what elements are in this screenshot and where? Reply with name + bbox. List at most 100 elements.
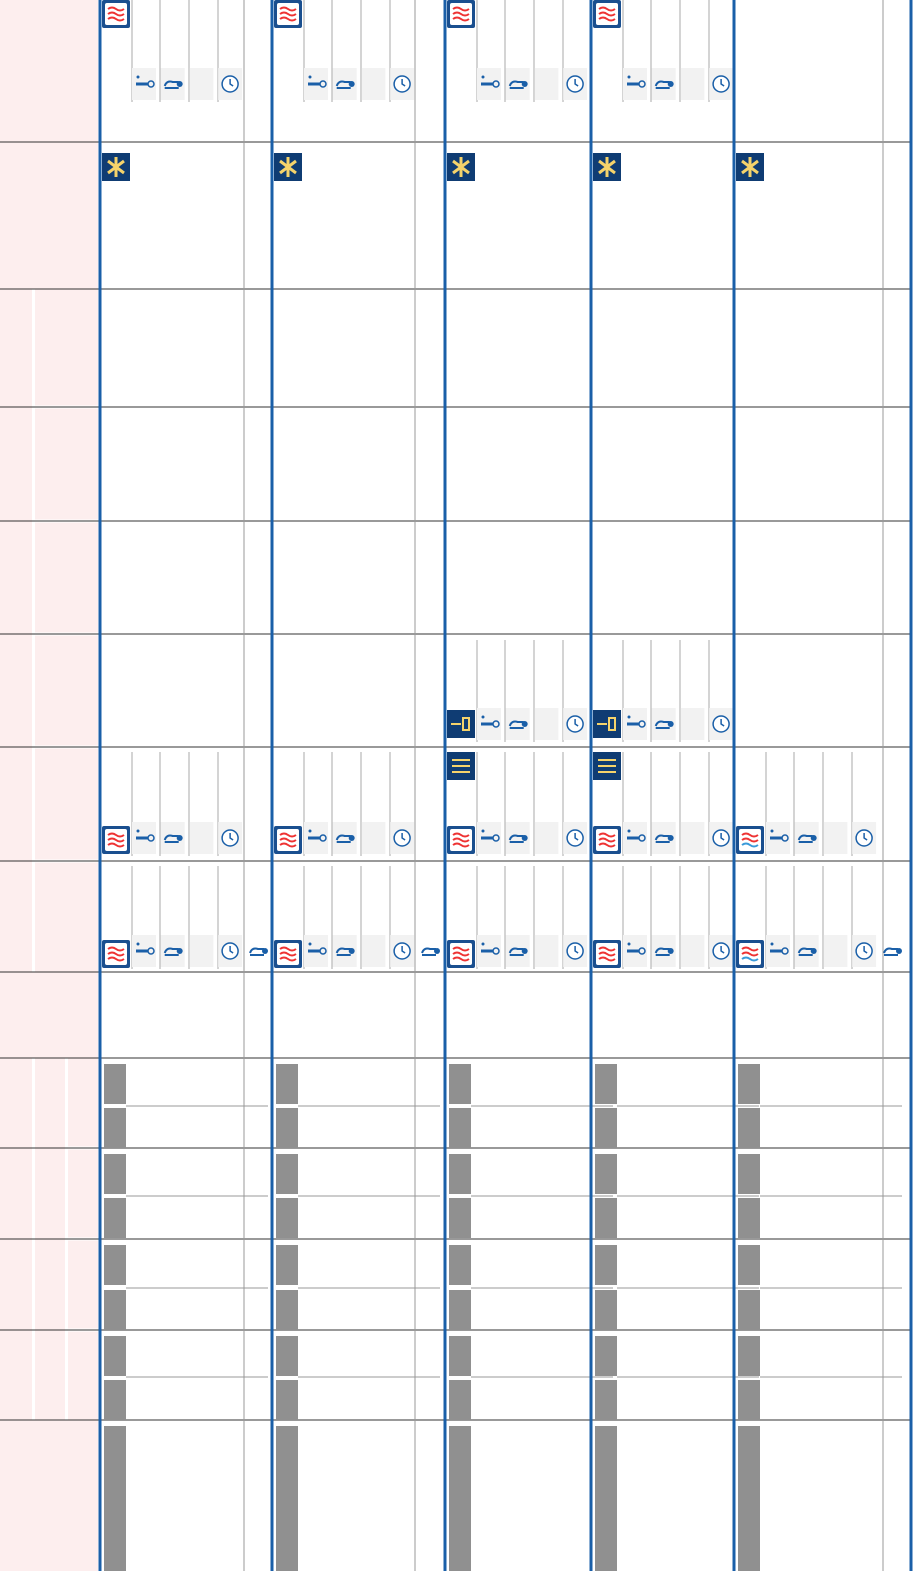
heat2-icon[interactable]	[593, 0, 621, 28]
icon-dot	[136, 75, 140, 79]
clock-icon[interactable]	[221, 829, 239, 847]
star-icon[interactable]	[102, 153, 130, 181]
cell-bg	[534, 68, 559, 100]
plug-icon[interactable]	[335, 947, 355, 956]
heat2-icon[interactable]	[447, 0, 475, 28]
cell-bg	[680, 822, 705, 854]
plug-icon[interactable]	[508, 80, 528, 89]
clock-icon[interactable]	[393, 942, 411, 960]
clock-icon[interactable]	[566, 829, 584, 847]
cell-bg	[361, 68, 386, 100]
clock-icon[interactable]	[712, 942, 730, 960]
thermo-icon[interactable]	[770, 829, 789, 842]
plug-icon[interactable]	[654, 720, 674, 729]
plug-icon[interactable]	[654, 947, 674, 956]
filter-icon[interactable]	[447, 752, 475, 780]
thermo-icon[interactable]	[136, 829, 155, 842]
plug-icon[interactable]	[163, 80, 183, 89]
plug-icon[interactable]	[421, 947, 440, 956]
heat2-icon[interactable]	[447, 826, 475, 854]
icon-glyph	[249, 947, 264, 956]
heat2-icon[interactable]	[102, 0, 130, 28]
clock-icon[interactable]	[221, 75, 239, 93]
plug-icon[interactable]	[654, 80, 674, 89]
clock-icon[interactable]	[855, 942, 873, 960]
icon-wave	[107, 837, 125, 843]
icon-wave	[279, 832, 297, 838]
icon-bulb	[638, 80, 646, 88]
thermo-icon[interactable]	[481, 942, 500, 955]
cell-bg	[823, 935, 848, 967]
thermo-icon[interactable]	[308, 75, 327, 88]
plugy-icon[interactable]	[447, 710, 475, 738]
heat-icon[interactable]	[736, 826, 764, 854]
clock-icon[interactable]	[221, 942, 239, 960]
cell-bg	[534, 708, 559, 740]
icon-glyph	[452, 157, 470, 177]
thermo-icon[interactable]	[136, 942, 155, 955]
plug-icon[interactable]	[883, 947, 902, 956]
star-icon[interactable]	[447, 153, 475, 181]
icon-wave	[107, 842, 125, 848]
clock-icon[interactable]	[712, 715, 730, 733]
icon-hand	[720, 946, 725, 954]
icon-dot	[667, 948, 674, 954]
plug-icon[interactable]	[654, 834, 674, 843]
thermo-icon[interactable]	[481, 715, 500, 728]
plug-icon[interactable]	[508, 720, 528, 729]
clock-icon[interactable]	[712, 75, 730, 93]
plug-icon[interactable]	[163, 947, 183, 956]
plug-icon[interactable]	[163, 834, 183, 843]
cell-bg	[534, 935, 559, 967]
heat2-icon[interactable]	[274, 940, 302, 968]
clock-icon[interactable]	[393, 829, 411, 847]
heat2-icon[interactable]	[593, 940, 621, 968]
thermo-icon[interactable]	[627, 715, 646, 728]
icon-glyph	[597, 717, 616, 731]
heat2-icon[interactable]	[102, 940, 130, 968]
heat2-icon[interactable]	[447, 940, 475, 968]
heat2-icon[interactable]	[102, 826, 130, 854]
heat2-icon[interactable]	[593, 826, 621, 854]
thermo-icon[interactable]	[627, 942, 646, 955]
plug-icon[interactable]	[335, 80, 355, 89]
star-icon[interactable]	[736, 153, 764, 181]
star-icon[interactable]	[274, 153, 302, 181]
icon-wave	[279, 956, 297, 962]
clock-icon[interactable]	[855, 829, 873, 847]
clock-icon[interactable]	[566, 942, 584, 960]
thermo-icon[interactable]	[308, 942, 327, 955]
thermo-icon[interactable]	[308, 829, 327, 842]
thermo-icon[interactable]	[481, 829, 500, 842]
gray-block	[276, 1064, 298, 1104]
plug-icon[interactable]	[249, 947, 268, 956]
plug-icon[interactable]	[797, 834, 817, 843]
clock-icon[interactable]	[712, 829, 730, 847]
clock-icon[interactable]	[393, 75, 411, 93]
filter-icon[interactable]	[593, 752, 621, 780]
icon-wave	[279, 6, 297, 12]
gray-block	[104, 1108, 126, 1148]
thermo-icon[interactable]	[770, 942, 789, 955]
clock-icon[interactable]	[566, 75, 584, 93]
heat2-icon[interactable]	[274, 826, 302, 854]
thermo-icon[interactable]	[136, 75, 155, 88]
gray-block	[104, 1198, 126, 1238]
thermo-icon[interactable]	[627, 829, 646, 842]
thermo-icon[interactable]	[627, 75, 646, 88]
plug-icon[interactable]	[797, 947, 817, 956]
heat2-icon[interactable]	[274, 0, 302, 28]
plug-icon[interactable]	[508, 947, 528, 956]
plug-icon[interactable]	[335, 834, 355, 843]
clock-icon[interactable]	[566, 715, 584, 733]
heat-icon[interactable]	[736, 940, 764, 968]
icon-wave	[279, 11, 297, 17]
star-icon[interactable]	[593, 153, 621, 181]
plug-icon[interactable]	[508, 834, 528, 843]
thermo-icon[interactable]	[481, 75, 500, 88]
plugy-icon[interactable]	[593, 710, 621, 738]
gray-block	[738, 1245, 760, 1285]
gray-block	[449, 1426, 471, 1571]
icon-glyph	[335, 947, 351, 956]
